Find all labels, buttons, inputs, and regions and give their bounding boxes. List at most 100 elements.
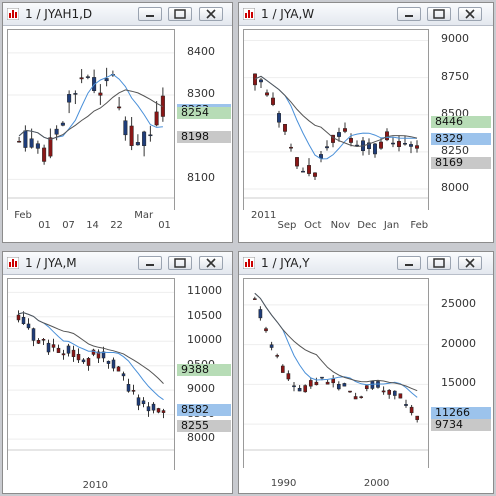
candle-body[interactable]	[76, 353, 81, 361]
candle-body[interactable]	[252, 298, 257, 300]
candle-body[interactable]	[104, 78, 109, 82]
candle-body[interactable]	[336, 384, 341, 390]
close-button[interactable]	[199, 7, 223, 21]
candle-body[interactable]	[373, 143, 377, 155]
candle-body[interactable]	[154, 111, 159, 126]
candle-body[interactable]	[79, 77, 84, 80]
candle-body[interactable]	[364, 385, 369, 389]
candle-body[interactable]	[60, 122, 65, 126]
candle-body[interactable]	[275, 355, 280, 357]
window-titlebar[interactable]: 1 / JYA,W	[239, 3, 493, 26]
candle-body[interactable]	[123, 120, 128, 136]
minimize-button[interactable]	[397, 256, 421, 270]
candle-body[interactable]	[16, 314, 21, 321]
candle-body[interactable]	[349, 138, 353, 143]
candle-body[interactable]	[319, 154, 323, 159]
candle-body[interactable]	[303, 385, 308, 393]
candle-body[interactable]	[348, 390, 352, 393]
candle-body[interactable]	[391, 142, 395, 145]
candle-body[interactable]	[337, 132, 341, 137]
window-titlebar[interactable]: 1 / JYA,Y	[239, 252, 493, 275]
maximize-button[interactable]	[427, 256, 451, 270]
candle-body[interactable]	[141, 400, 146, 405]
window-titlebar[interactable]: 1 / JYAH1,D	[3, 3, 232, 26]
candle-body[interactable]	[146, 406, 151, 412]
candle-body[interactable]	[46, 342, 51, 353]
candle-body[interactable]	[96, 351, 101, 359]
candle-body[interactable]	[308, 380, 313, 387]
candle-body[interactable]	[101, 351, 106, 359]
candle-body[interactable]	[116, 366, 121, 372]
candle-body[interactable]	[98, 92, 103, 96]
candle-body[interactable]	[23, 130, 28, 148]
candle-body[interactable]	[42, 147, 47, 162]
candle-body[interactable]	[325, 146, 329, 149]
candle-body[interactable]	[21, 317, 26, 325]
candle-body[interactable]	[289, 146, 293, 149]
candle-body[interactable]	[264, 328, 268, 332]
candle-body[interactable]	[409, 406, 414, 414]
candle-body[interactable]	[31, 328, 36, 341]
candlestick-chart[interactable]	[244, 279, 428, 474]
candle-body[interactable]	[409, 144, 413, 147]
candle-body[interactable]	[135, 142, 140, 146]
candle-body[interactable]	[156, 408, 161, 413]
candle-body[interactable]	[81, 359, 86, 363]
maximize-button[interactable]	[168, 7, 192, 21]
candle-body[interactable]	[265, 92, 269, 96]
candle-body[interactable]	[131, 390, 136, 392]
maximize-button[interactable]	[427, 7, 451, 21]
maximize-button[interactable]	[168, 256, 192, 270]
candle-body[interactable]	[36, 340, 41, 344]
candle-body[interactable]	[387, 389, 392, 395]
candle-body[interactable]	[26, 323, 31, 329]
chart-window-jya-yearly[interactable]: 1 / JYA,Y 25000200001500010000112669734 …	[238, 251, 494, 494]
candle-body[interactable]	[283, 123, 287, 132]
price-plot[interactable]	[7, 278, 175, 475]
candle-body[interactable]	[292, 385, 296, 388]
price-plot[interactable]	[243, 29, 429, 223]
candle-body[interactable]	[17, 140, 22, 143]
minimize-button[interactable]	[138, 7, 162, 21]
minimize-button[interactable]	[397, 7, 421, 21]
candle-body[interactable]	[73, 93, 78, 95]
candlestick-chart[interactable]	[8, 279, 174, 474]
candle-body[interactable]	[48, 137, 53, 157]
candle-body[interactable]	[301, 170, 305, 173]
candle-body[interactable]	[297, 388, 302, 392]
candle-body[interactable]	[397, 141, 401, 147]
candle-body[interactable]	[86, 358, 91, 366]
candle-body[interactable]	[258, 309, 263, 319]
candle-body[interactable]	[295, 157, 299, 167]
minimize-button[interactable]	[138, 256, 162, 270]
candle-body[interactable]	[381, 390, 386, 393]
candle-body[interactable]	[54, 128, 59, 135]
candle-body[interactable]	[353, 396, 358, 400]
candle-body[interactable]	[41, 339, 46, 341]
candle-body[interactable]	[415, 145, 419, 149]
price-plot[interactable]	[243, 278, 429, 475]
candle-body[interactable]	[111, 359, 116, 369]
candle-body[interactable]	[61, 353, 66, 356]
candle-body[interactable]	[35, 143, 40, 149]
candle-body[interactable]	[342, 383, 347, 387]
candle-body[interactable]	[314, 381, 319, 386]
candle-body[interactable]	[269, 344, 274, 348]
candle-body[interactable]	[29, 138, 34, 148]
candle-body[interactable]	[404, 404, 408, 406]
candle-body[interactable]	[56, 347, 61, 353]
candle-body[interactable]	[286, 373, 291, 380]
candle-body[interactable]	[121, 373, 126, 377]
candle-body[interactable]	[385, 131, 389, 141]
chart-window-jya-weekly[interactable]: 1 / JYA,W 9000 8750 8500 8250 8000 8446 8329 81…	[238, 2, 494, 243]
close-button[interactable]	[458, 7, 482, 21]
candle-body[interactable]	[66, 345, 71, 354]
candle-body[interactable]	[379, 141, 383, 149]
close-button[interactable]	[458, 256, 482, 270]
candle-body[interactable]	[398, 393, 403, 399]
candle-body[interactable]	[331, 378, 336, 384]
candle-body[interactable]	[126, 384, 131, 392]
candle-body[interactable]	[85, 76, 90, 78]
candle-body[interactable]	[129, 125, 134, 146]
candle-body[interactable]	[142, 131, 147, 146]
